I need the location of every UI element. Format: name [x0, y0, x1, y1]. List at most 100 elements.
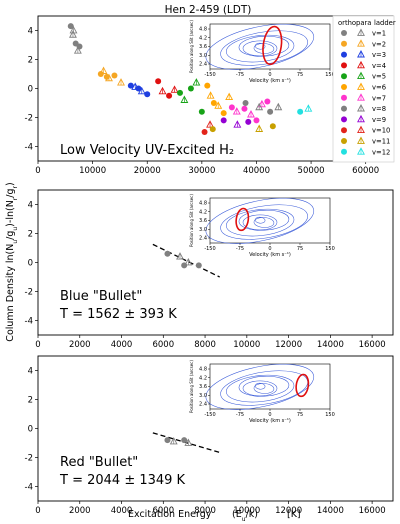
y-tick-label: -4: [25, 143, 33, 153]
x-tick-label: 10000: [233, 506, 260, 516]
series-v=3: [127, 82, 151, 98]
figure-title: Hen 2-459 (LDT): [165, 4, 252, 16]
x-tick-label: 4000: [111, 340, 133, 350]
legend-marker-para: [357, 71, 365, 80]
legend-marker-para: [357, 93, 365, 101]
inset-frame: [209, 197, 331, 244]
data-point: [253, 117, 260, 124]
data-point: [135, 85, 142, 92]
data-point: [206, 91, 215, 99]
data-point: [220, 117, 227, 124]
legend: ortho para ladder v=1 v=2 v=3 v=4 v=5 v=6 v=7 v=8 v…: [332, 15, 396, 163]
inset-y-tick-label: 2.4: [199, 236, 207, 242]
data-point: [297, 108, 304, 115]
data-point: [99, 66, 108, 74]
inset-contour: [225, 34, 295, 63]
data-point: [164, 250, 171, 257]
data-point: [67, 23, 74, 30]
inset-x-tick-label: 150: [325, 412, 335, 418]
inset-pv-diagram: -150 -75 0 75 150 4.8 4.2 3.6 3.0 2.4 Velocity (km…: [189, 20, 335, 84]
data-point: [158, 86, 167, 95]
inset-y-label: Position along Slit (arcsec): [189, 20, 194, 73]
series-v=1: [67, 23, 83, 54]
data-point: [69, 30, 77, 38]
legend-marker-ortho: [341, 138, 347, 144]
data-point: [117, 78, 125, 86]
y-tick-label: -2: [25, 454, 33, 464]
panel-top: 0 10000 20000 30000 40000 50000 60000 4 2 0 -2 -4 Lo…: [25, 15, 394, 176]
x-tick-label: 2000: [69, 506, 91, 516]
data-point: [209, 126, 216, 133]
x-tick-label: 0: [35, 166, 40, 176]
x-tick-label: 60000: [352, 166, 379, 176]
data-point: [210, 100, 217, 106]
legend-marker-para: [357, 60, 365, 69]
data-point: [228, 104, 235, 111]
legend-marker-para: [357, 104, 365, 112]
inset-x-tick-label: 0: [268, 246, 271, 252]
legend-marker-para: [357, 147, 365, 155]
y-axis-label: Column Density ln(Nu/gu)-ln(Nr/gr): [5, 182, 19, 341]
inset-x-tick-label: -75: [236, 412, 244, 418]
y-tick-label: -4: [25, 483, 33, 493]
legend-header: ortho: [338, 19, 356, 27]
inset-highlight-ellipse: [235, 207, 250, 232]
inset-x-label: Velocity (km s⁻¹): [249, 78, 291, 84]
legend-marker-para: [357, 50, 365, 58]
inset-contour: [225, 374, 295, 403]
inset-contour: [225, 208, 295, 237]
inset-contour: [254, 216, 266, 224]
y-tick-label: 2: [28, 230, 33, 240]
legend-label: v=2: [372, 40, 386, 48]
inset-contour: [205, 23, 315, 70]
inset-contour: [220, 204, 308, 240]
panel-annotation-line2: T = 1562 ± 393 K: [59, 307, 177, 322]
legend-label: v=7: [372, 94, 386, 102]
x-tick-label: 12000: [275, 340, 302, 350]
inset-y-tick-label: 4.8: [199, 27, 207, 33]
series-v=10: [201, 120, 214, 135]
series-v=4: [155, 78, 179, 99]
inset-y-tick-label: 3.6: [199, 44, 207, 50]
inset-y-tick-label: 3.6: [199, 384, 207, 390]
inset-x-tick-label: -75: [236, 72, 244, 78]
inset-contour: [253, 383, 275, 394]
inset-contour: [253, 217, 275, 228]
inset-x-tick-label: -150: [204, 72, 215, 78]
legend-label: v=1: [372, 30, 386, 38]
legend-marker-ortho: [341, 51, 347, 58]
y-tick-label: 4: [28, 27, 33, 37]
series-v=12: [297, 104, 313, 115]
inset-x-tick-label: -150: [204, 246, 215, 252]
inset-contour: [242, 214, 278, 231]
panel-annotation-line1: Blue "Bullet": [60, 289, 142, 304]
data-point: [225, 92, 234, 101]
series-v=7: [228, 98, 271, 124]
data-point: [257, 99, 266, 108]
inset-x-label: Velocity (km s⁻¹): [249, 418, 291, 424]
data-point: [181, 437, 188, 444]
x-axis-label: Excitation Energy (Eu/k) [K]: [128, 509, 301, 523]
legend-label: v=6: [372, 84, 386, 92]
data-point: [76, 43, 83, 50]
panel-annotation-line2: T = 2044 ± 1349 K: [59, 473, 186, 488]
data-point: [201, 129, 208, 135]
legend-header: para: [356, 19, 371, 27]
data-point: [233, 120, 242, 128]
data-point: [105, 73, 113, 82]
legend-header: ladder: [374, 19, 396, 27]
x-tick-label: 6000: [152, 506, 174, 516]
legend-marker-ortho: [341, 116, 347, 123]
legend-marker-ortho: [341, 73, 347, 80]
series-v=2: [97, 66, 125, 86]
inset-y-label: Position along Slit (arcsec): [189, 360, 194, 413]
data-point: [247, 110, 255, 118]
panel-bottom: 0 2000 4000 6000 8000 10000 12000 14000 16000 4 2 0…: [25, 355, 394, 516]
data-point: [192, 78, 201, 86]
y-tick-label: 4: [28, 367, 33, 377]
legend-marker-ortho: [341, 94, 347, 101]
inset-contour: [238, 209, 290, 231]
data-point: [184, 257, 193, 266]
x-tick-label: 16000: [359, 506, 386, 516]
inset-y-tick-label: 4.8: [199, 201, 207, 207]
